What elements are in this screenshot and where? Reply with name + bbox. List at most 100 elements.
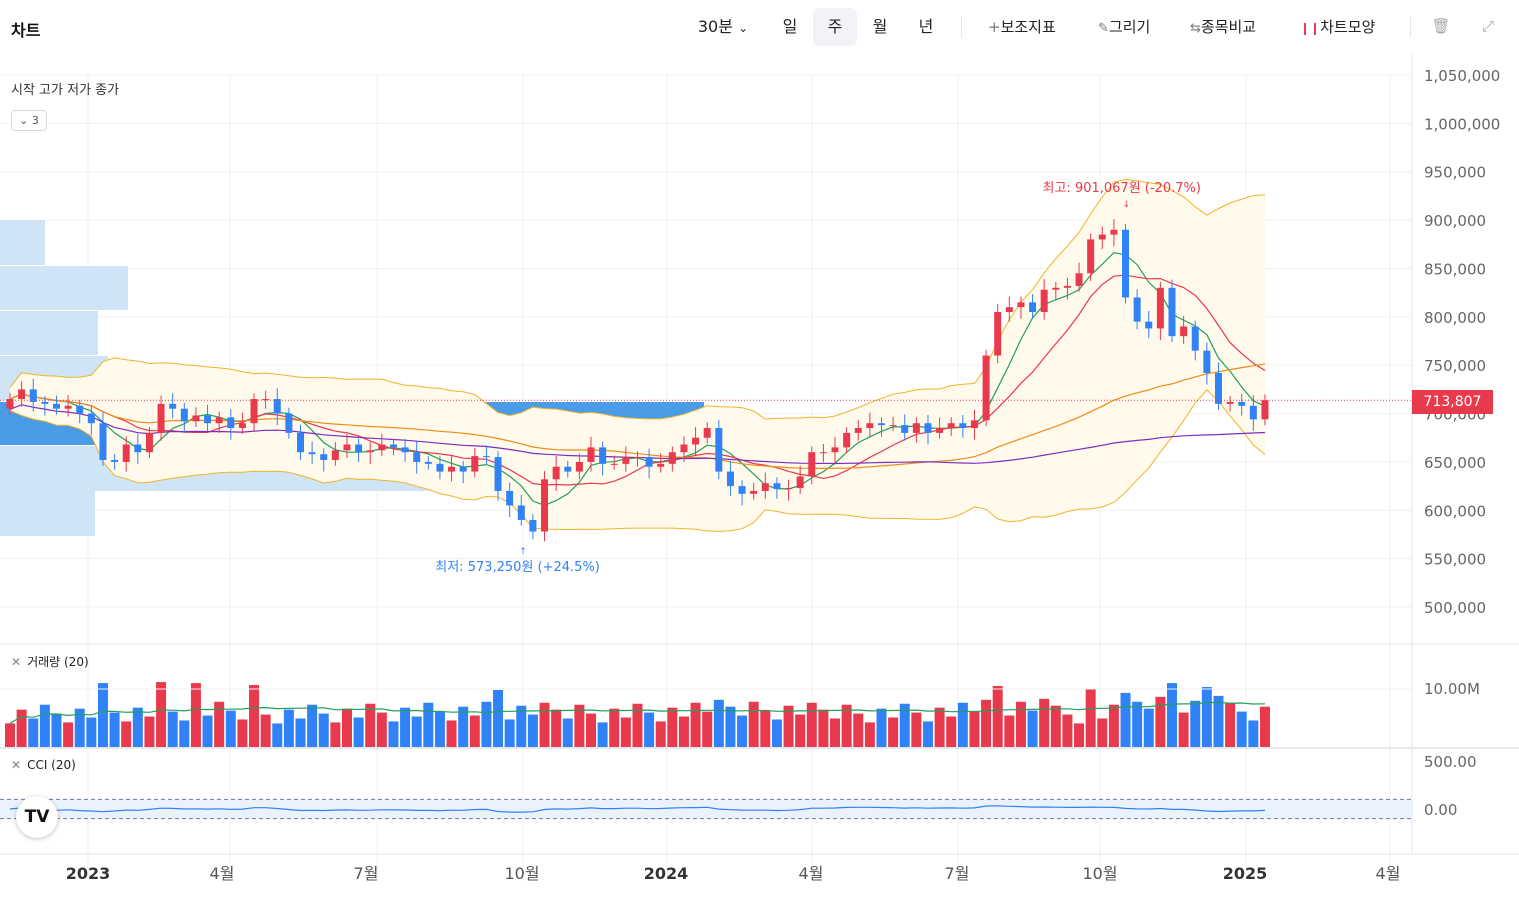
volume-bar <box>1178 712 1189 747</box>
candle-body <box>785 488 793 490</box>
time-tick-label: 7월 <box>945 864 970 883</box>
volume-bar <box>144 716 155 747</box>
volume-bar <box>655 721 666 747</box>
chevron-down-icon: ⌄ <box>19 114 29 127</box>
candle-body <box>227 417 235 429</box>
candle-body <box>1063 285 1071 288</box>
page-title: 차트 <box>11 21 41 40</box>
close-icon[interactable]: ✕ <box>11 655 22 669</box>
candle-body <box>204 415 212 424</box>
volume-bar <box>806 702 817 747</box>
period-week[interactable]: 주 <box>813 8 857 46</box>
cci-line <box>9 805 1266 813</box>
volume-bar <box>1190 700 1201 747</box>
candle-body <box>366 450 374 453</box>
candle-body <box>901 425 909 433</box>
compare-label: 종목비교 <box>1200 18 1257 36</box>
volume-bar <box>1120 692 1131 747</box>
cci-tick-label: 500.00 <box>1424 753 1477 771</box>
candle-body <box>1133 297 1141 322</box>
period-month[interactable]: 월 <box>872 17 888 36</box>
volume-bar <box>620 717 631 747</box>
candle-body <box>924 423 932 433</box>
price-tick-label: 900,000 <box>1424 212 1486 230</box>
tradingview-logo-icon[interactable]: TV <box>16 796 58 838</box>
low-annotation: 최저: 573,250원 (+24.5%) <box>435 560 600 575</box>
candle-body <box>52 403 60 409</box>
volume-pane-label: ✕ 거래량 (20) <box>11 653 89 670</box>
volume-bar <box>748 701 759 747</box>
time-tick-label: 4월 <box>1376 864 1401 883</box>
candle-body <box>401 447 409 453</box>
close-icon[interactable]: ✕ <box>11 758 22 772</box>
volume-bar <box>283 709 294 747</box>
period-day[interactable]: 일 <box>782 17 798 36</box>
volume-bar <box>1027 710 1038 747</box>
arrow-down-icon: ↓ <box>1123 200 1131 210</box>
period-year[interactable]: 년 <box>918 17 934 36</box>
volume-bar <box>1015 701 1026 747</box>
candle-body <box>157 403 165 433</box>
volume-bar <box>74 708 85 747</box>
indicators-label: 보조지표 <box>1000 18 1056 36</box>
volume-bar <box>86 717 97 747</box>
volume-bar <box>1259 706 1270 747</box>
candle-body <box>122 444 130 462</box>
candle-body <box>529 519 537 532</box>
volume-bar <box>121 721 132 747</box>
profile-bar <box>0 220 45 265</box>
volume-bar <box>109 712 120 747</box>
stock-chart[interactable]: 최고: 901,067원 (-20.7%) ↓ ↑ 최저: 573,250원 (+24… <box>0 54 1519 902</box>
price-tick-label: 750,000 <box>1424 357 1486 375</box>
chart-style-button[interactable]: ❙❙차트모양 <box>1300 8 1375 46</box>
volume-bar <box>678 716 689 747</box>
volume-bar <box>574 704 585 747</box>
volume-bar <box>1143 708 1154 747</box>
price-tick-label: 1,000,000 <box>1424 115 1500 133</box>
interval-dropdown[interactable]: 30분 ⌄ <box>692 8 754 46</box>
candle-body <box>1029 302 1037 312</box>
price-tick-label: 800,000 <box>1424 309 1486 327</box>
time-tick-label: 10월 <box>1082 864 1117 883</box>
candle-body <box>87 413 95 424</box>
candle-body <box>297 432 304 453</box>
expand-icon[interactable]: ⤢ <box>1481 17 1494 35</box>
candle-body <box>819 452 827 454</box>
candle-body <box>145 432 153 453</box>
candle-body <box>680 444 688 453</box>
volume-bar <box>388 721 399 747</box>
candle-body <box>622 457 630 464</box>
candle-body <box>912 423 920 433</box>
legend-collapse-button[interactable]: ⌄ 3 <box>11 110 47 131</box>
bollinger-upper <box>9 178 1266 420</box>
candle-body <box>1191 326 1199 351</box>
candle-body <box>424 461 432 464</box>
candle-body <box>761 483 769 491</box>
volume-bar <box>272 723 283 747</box>
chevron-down-icon: ⌄ <box>738 21 749 35</box>
volume-bar <box>609 708 620 747</box>
volume-bar <box>51 713 62 747</box>
volume-bar <box>1132 701 1143 747</box>
candle-body <box>633 457 641 459</box>
candle-body <box>320 454 328 460</box>
candle-body <box>1156 287 1164 329</box>
collapse-count: 3 <box>31 114 39 127</box>
candle-body <box>750 490 758 494</box>
arrow-up-icon: ↑ <box>519 547 527 557</box>
profile-bar <box>0 311 98 355</box>
candle-body <box>6 399 14 409</box>
candle-body <box>378 444 386 451</box>
volume-bar <box>737 715 748 747</box>
indicators-button[interactable]: +보조지표 <box>988 8 1056 46</box>
time-tick-label: 2024 <box>644 864 689 883</box>
volume-bar <box>725 706 736 747</box>
trash-icon[interactable]: 🗑 <box>1431 17 1451 35</box>
price-tick-label: 850,000 <box>1424 260 1486 278</box>
volume-bar <box>481 701 492 747</box>
drawing-button[interactable]: ✎그리기 <box>1098 8 1150 46</box>
volume-bar <box>493 689 504 747</box>
compare-button[interactable]: ⇆종목비교 <box>1190 8 1256 46</box>
volume-bar <box>1236 711 1247 747</box>
candle-body <box>134 444 142 453</box>
